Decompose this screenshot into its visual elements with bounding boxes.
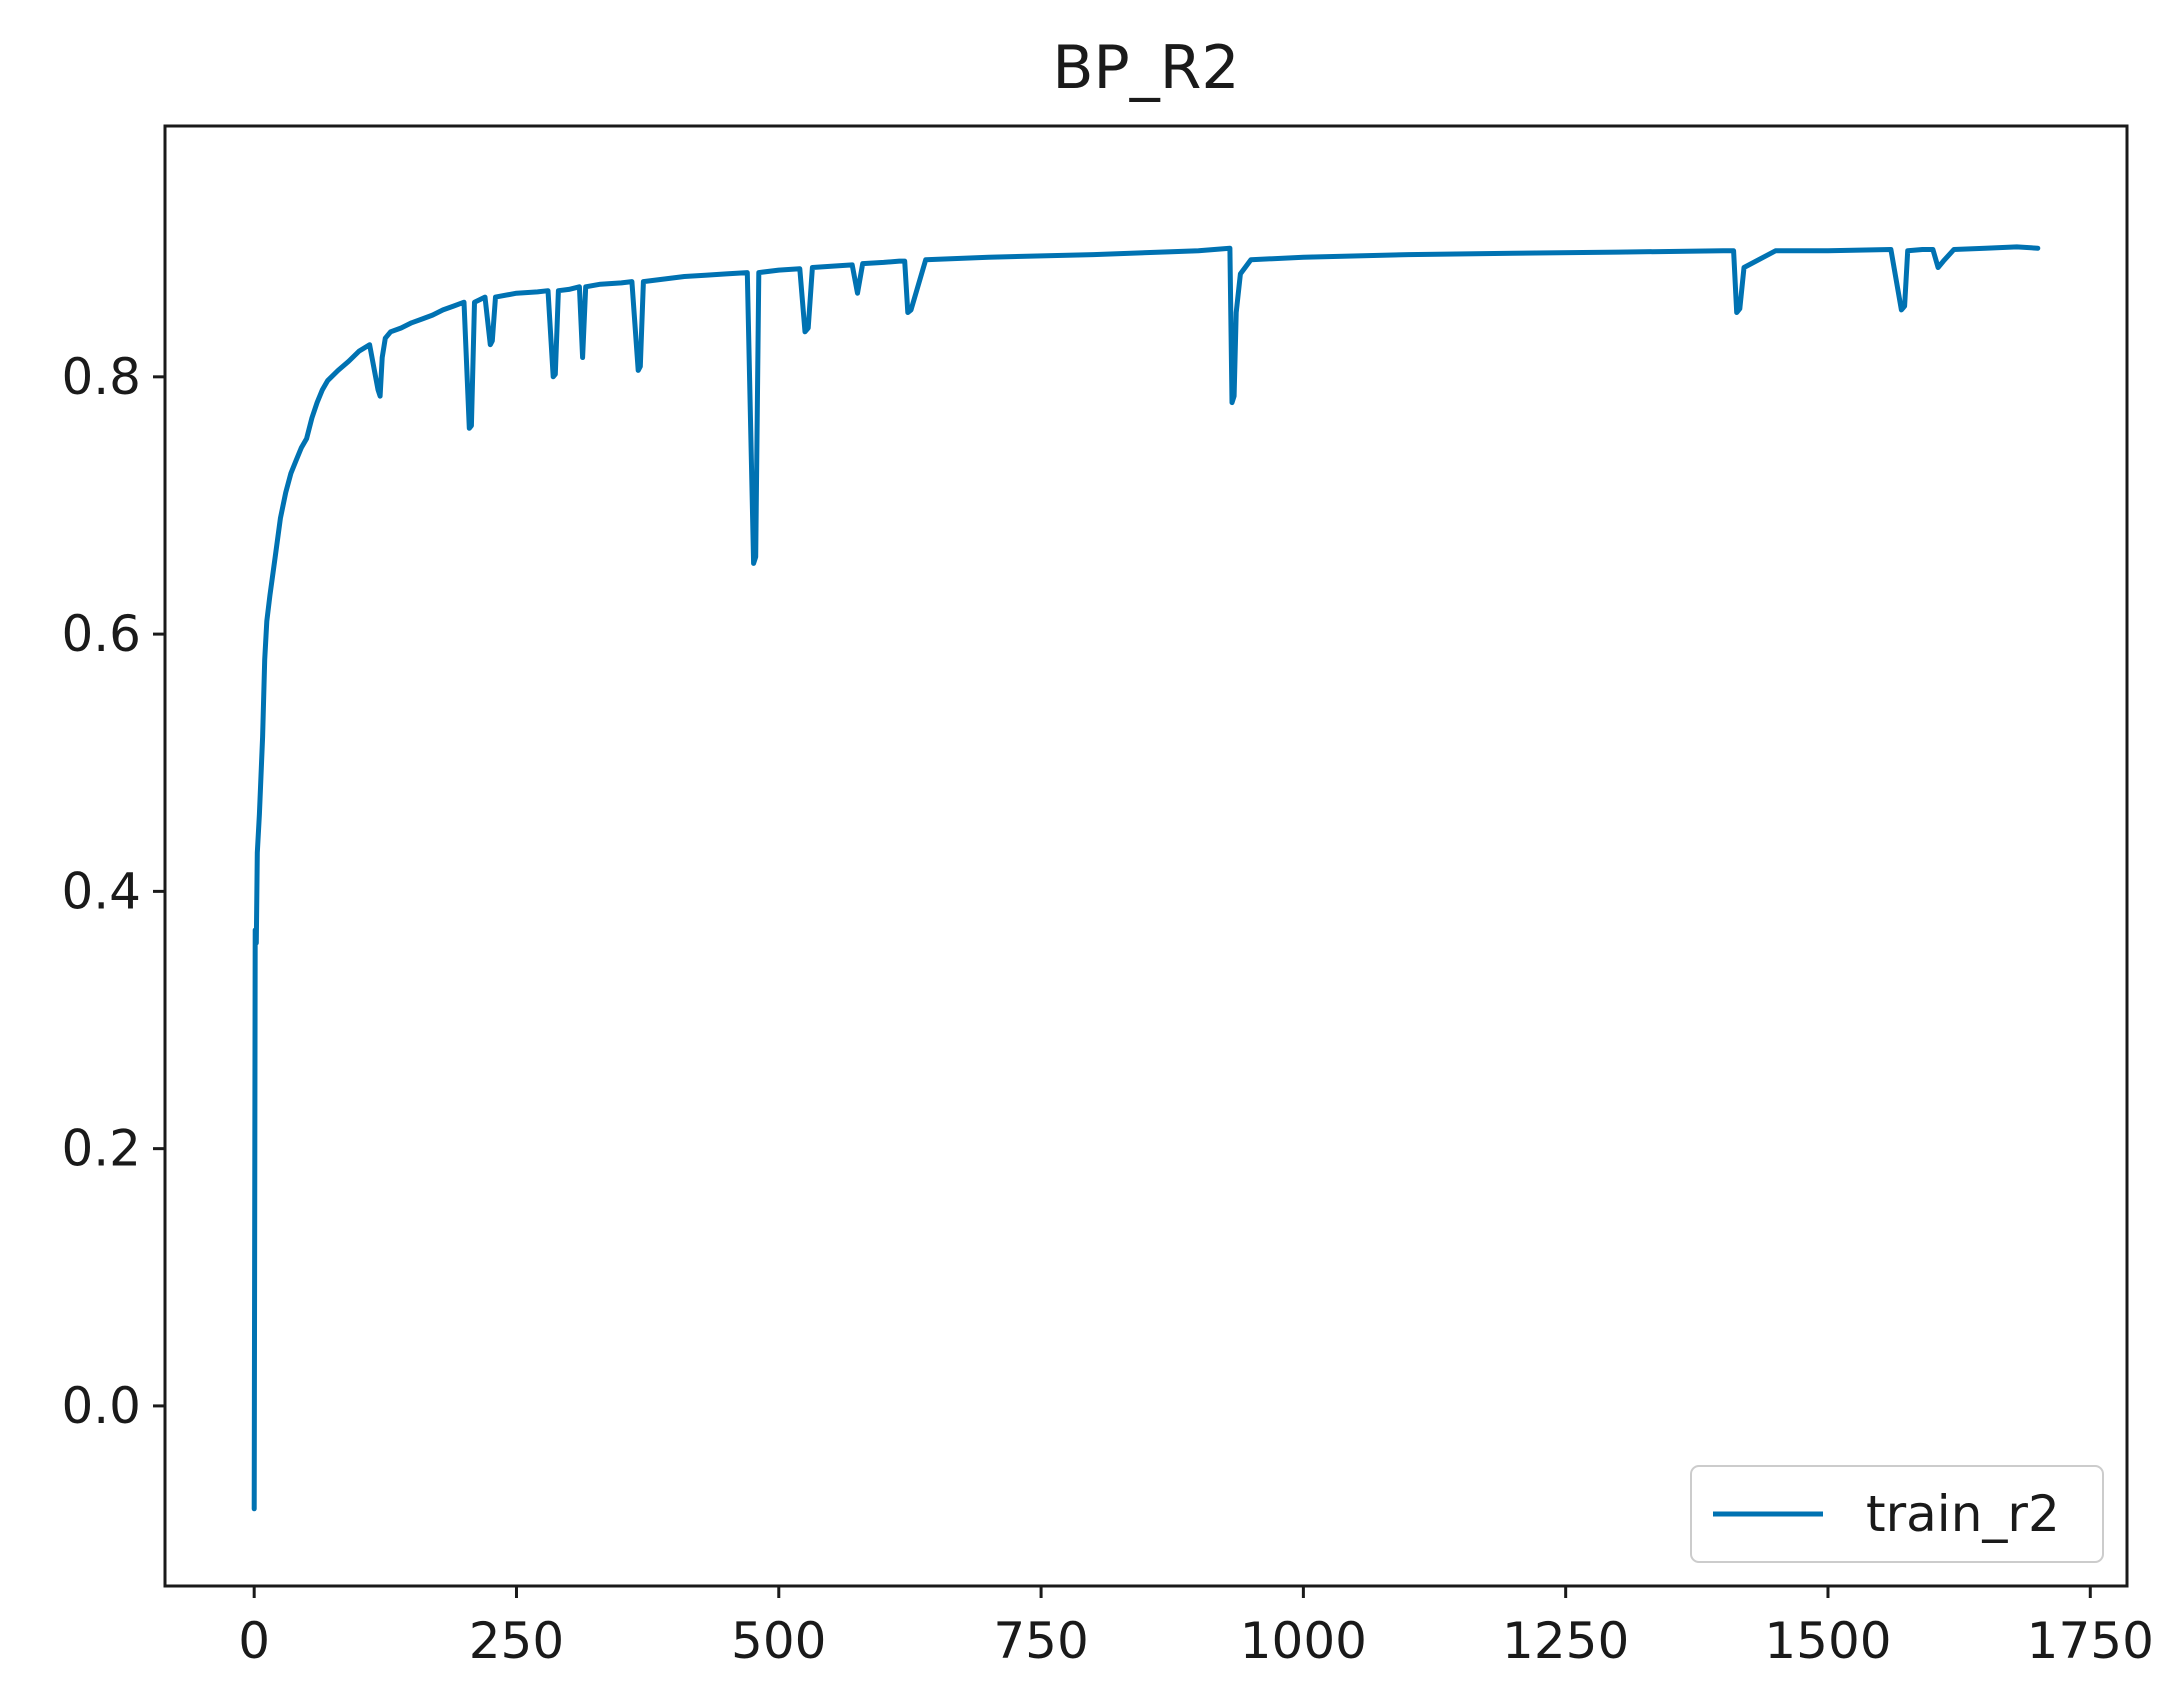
legend: train_r2 — [1690, 1465, 2104, 1563]
y-tick-label: 0.0 — [61, 1377, 141, 1435]
x-tick-label: 500 — [731, 1612, 826, 1670]
x-tick-label: 750 — [993, 1612, 1088, 1670]
x-tick-label: 1500 — [1764, 1612, 1891, 1670]
y-tick-label: 0.8 — [61, 348, 141, 406]
x-tick-label: 1250 — [1502, 1612, 1629, 1670]
legend-box — [1690, 1465, 2104, 1563]
x-tick-label: 1000 — [1240, 1612, 1367, 1670]
y-tick-label: 0.6 — [61, 605, 141, 663]
x-tick-label: 1750 — [2027, 1612, 2154, 1670]
legend-label-train-r2: train_r2 — [1866, 1485, 2060, 1543]
y-axis: 0.0 0.2 0.4 0.6 0.8 — [61, 348, 165, 1435]
x-axis: 0 250 500 750 1000 1250 1500 1750 — [238, 1586, 2154, 1670]
x-tick-label: 250 — [469, 1612, 564, 1670]
y-tick-label: 0.2 — [61, 1120, 141, 1178]
series-layer — [251, 244, 2041, 1512]
chart-title: BP_R2 — [1052, 33, 1239, 103]
x-tick-label: 0 — [238, 1612, 270, 1670]
series-line-train-r2 — [251, 244, 2041, 1512]
y-tick-label: 0.4 — [61, 862, 141, 920]
plot-area-frame — [163, 124, 2129, 1588]
